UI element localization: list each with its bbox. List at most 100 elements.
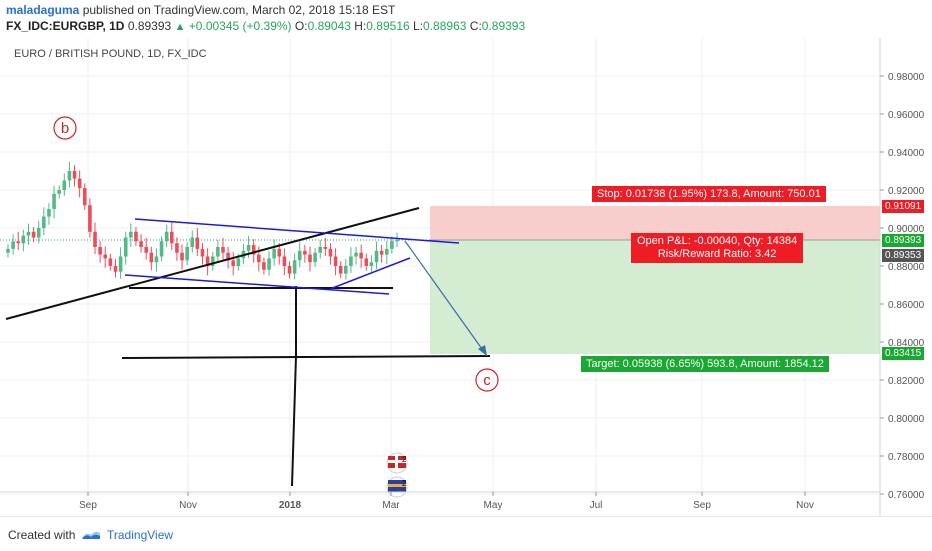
- author-link[interactable]: maladaguma: [6, 3, 80, 17]
- price-tick-label: 0.84000: [888, 338, 925, 349]
- candle-body: [379, 250, 384, 255]
- price-tick-label: 0.82000: [888, 376, 925, 387]
- candle-body: [134, 231, 138, 242]
- low-label: L:: [413, 19, 424, 33]
- current-price-tag: 0.89393: [882, 234, 925, 247]
- tradingview-brand[interactable]: TradingView: [107, 528, 174, 542]
- candle-body: [26, 231, 31, 236]
- candle-body: [185, 247, 189, 261]
- time-tick-label: 2018: [279, 500, 302, 511]
- footer: Created with TradingView: [0, 516, 932, 551]
- price-tick-label: 0.86000: [888, 300, 925, 311]
- candle-body: [374, 250, 379, 263]
- time-tick-label: Nov: [796, 500, 814, 511]
- candle-body: [118, 256, 123, 272]
- candle-body: [159, 241, 164, 257]
- price-tick-label: 0.98000: [888, 72, 925, 83]
- candle-body: [21, 235, 26, 244]
- candle-body: [6, 248, 10, 253]
- price-axis: 0.98000 0.96000 0.94000 0.92000 0.90000 0.880…: [880, 72, 925, 501]
- candle-body: [164, 231, 169, 242]
- candle-body: [364, 258, 369, 266]
- candle-body: [251, 245, 256, 255]
- candle-body: [93, 231, 97, 247]
- candles: [6, 161, 399, 280]
- projection-arrow: [404, 240, 488, 357]
- candle-body: [154, 256, 159, 263]
- event-flag-eu: 2: [386, 476, 408, 498]
- price-tick-label: 0.88000: [888, 262, 925, 273]
- wedge-lower: [329, 257, 411, 290]
- published-text: published on: [82, 3, 151, 17]
- candle-body: [31, 231, 36, 238]
- channel-lower: [124, 274, 390, 295]
- price-tick-label: 0.92000: [888, 186, 925, 197]
- open-value: 0.89043: [307, 19, 351, 33]
- vertical-line-long: [291, 355, 297, 487]
- time-axis: Sep Nov 2018 Mar May Jul Sep Nov: [79, 492, 814, 511]
- candle-body: [328, 248, 333, 257]
- candle-body: [129, 231, 133, 238]
- candle-body: [287, 266, 292, 274]
- candle-body: [308, 254, 312, 263]
- up-arrow-icon: ▲: [174, 21, 186, 33]
- candle-body: [195, 237, 200, 249]
- candle-body: [313, 252, 317, 263]
- price-change: +0.00345 (+0.39%): [188, 19, 292, 33]
- candle-body: [36, 228, 41, 238]
- candle-body: [236, 258, 241, 266]
- tradingview-logo-icon[interactable]: [80, 528, 102, 547]
- symbol-name[interactable]: FX_IDC:EURGBP, 1D: [6, 19, 125, 33]
- candle-body: [338, 266, 343, 274]
- candle-body: [200, 248, 205, 257]
- wave-c-marker: c: [475, 368, 499, 392]
- candle-body: [77, 178, 82, 189]
- time-tick-label: Jul: [590, 500, 603, 511]
- candle-body: [384, 248, 389, 255]
- target-price-tag: 0.83415: [882, 347, 925, 360]
- candle-body: [216, 247, 220, 257]
- high-label: H:: [354, 19, 367, 33]
- stop-label: Stop: 0.01738 (1.95%) 173.8, Amount: 750…: [592, 186, 826, 202]
- price-tick-label: 0.78000: [888, 452, 925, 463]
- high-value: 0.89516: [366, 19, 410, 33]
- price-tick-label: 0.96000: [888, 110, 925, 121]
- candle-body: [113, 266, 118, 272]
- entry-price-tag: 0.89353: [882, 249, 925, 262]
- publish-date: March 02, 2018 15:18 EST: [251, 3, 396, 17]
- candle-body: [267, 258, 271, 270]
- candle-body: [62, 180, 67, 190]
- chart-title: EURO / BRITISH POUND, 1D, FX_IDC: [14, 48, 207, 60]
- candle-body: [175, 243, 179, 253]
- candle-body: [231, 260, 236, 266]
- trendline-rising: [5, 207, 420, 320]
- stop-price-tag: 0.91091: [882, 200, 925, 213]
- chart-header: maladaguma published on TradingView.com,…: [0, 0, 932, 34]
- candle-body: [169, 231, 174, 244]
- candle-body: [359, 252, 363, 259]
- chart-area[interactable]: b c 2 2 0.98000 0.96000 0.94000 0.92000 0.90…: [0, 38, 932, 516]
- candle-body: [123, 237, 128, 257]
- candle-body: [297, 250, 302, 261]
- price-tick-label: 0.94000: [888, 148, 925, 159]
- candle-body: [272, 248, 276, 259]
- candle-body: [144, 247, 148, 253]
- candle-body: [354, 252, 358, 257]
- candle-body: [246, 245, 251, 251]
- candle-body: [205, 256, 210, 266]
- site-name: TradingView.com,: [153, 3, 249, 17]
- last-price: 0.89393: [127, 19, 172, 33]
- open-label: O:: [294, 19, 308, 33]
- candle-body: [11, 241, 15, 249]
- candle-body: [369, 262, 374, 266]
- created-with-text: Created with: [8, 528, 76, 542]
- candle-body: [108, 258, 113, 266]
- candle-body: [390, 241, 394, 249]
- low-value: 0.88963: [423, 19, 467, 33]
- pnl-label: Open P&L: -0.00040, Qty: 14384 Risk/Rewa…: [631, 233, 804, 263]
- event-flag-uk: 2: [386, 452, 408, 474]
- price-chart[interactable]: b c 2 2 0.98000 0.96000 0.94000 0.92000 0.90…: [0, 38, 932, 516]
- candle-body: [190, 237, 195, 247]
- candle-body: [303, 250, 307, 255]
- candle-body: [82, 188, 87, 206]
